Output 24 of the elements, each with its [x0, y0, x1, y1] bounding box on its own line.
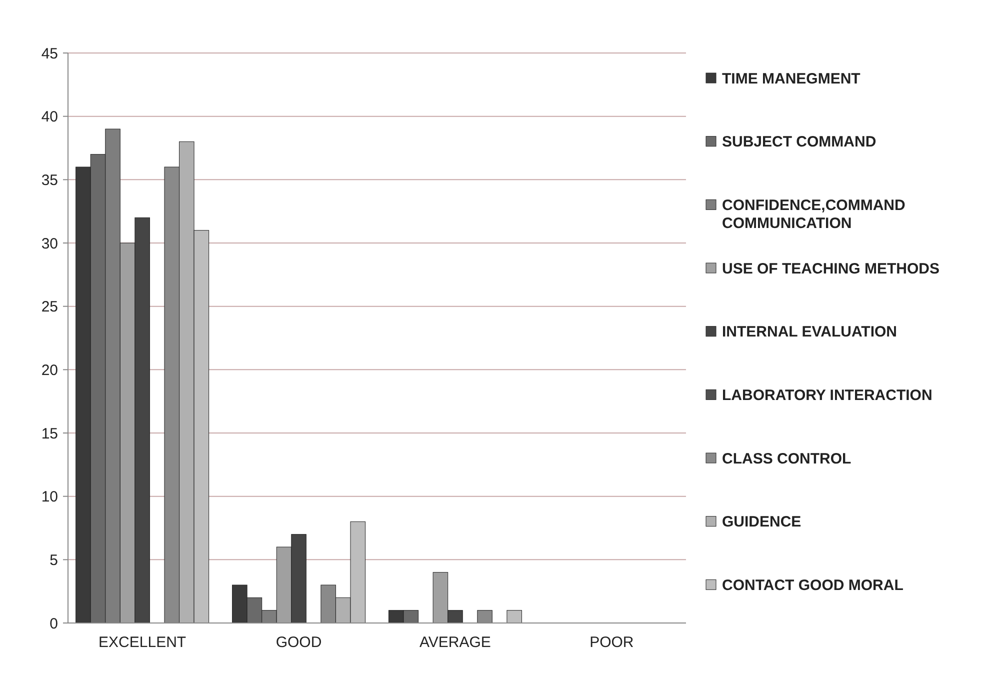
legend-label: USE OF TEACHING METHODS: [722, 260, 940, 278]
y-tick-label: 10: [41, 488, 58, 506]
legend-label: INTERNAL EVALUATION: [722, 324, 897, 341]
y-tick-label: 0: [50, 615, 58, 632]
y-tick-label: 35: [41, 172, 58, 189]
legend-label: CONTACT GOOD MORAL: [722, 576, 904, 594]
y-tick-label: 40: [41, 108, 58, 126]
legend-label: CLASS CONTROL: [722, 450, 852, 468]
bar: [506, 610, 522, 624]
legend-label: LABORATORY INTERACTION: [722, 386, 932, 404]
y-tick-label: 45: [41, 45, 58, 62]
y-tick-label: 5: [50, 552, 58, 569]
x-tick-label: GOOD: [276, 634, 322, 651]
legend-label: SUBJECT COMMAND: [722, 134, 876, 151]
legend-label: TIME MANEGMENT: [722, 70, 860, 88]
y-tick-label: 20: [41, 362, 58, 379]
y-tick-label: 15: [41, 425, 58, 442]
x-tick-label: AVERAGE: [420, 634, 491, 651]
legend-label: CONFIDENCE,COMMAND COMMUNICATION: [722, 196, 906, 232]
legend-label: GUIDENCE: [722, 514, 802, 531]
y-tick-label: 30: [41, 235, 58, 252]
x-tick-label: POOR: [590, 634, 634, 651]
x-tick-label: EXCELLENT: [98, 634, 186, 651]
y-tick-label: 25: [41, 298, 58, 316]
